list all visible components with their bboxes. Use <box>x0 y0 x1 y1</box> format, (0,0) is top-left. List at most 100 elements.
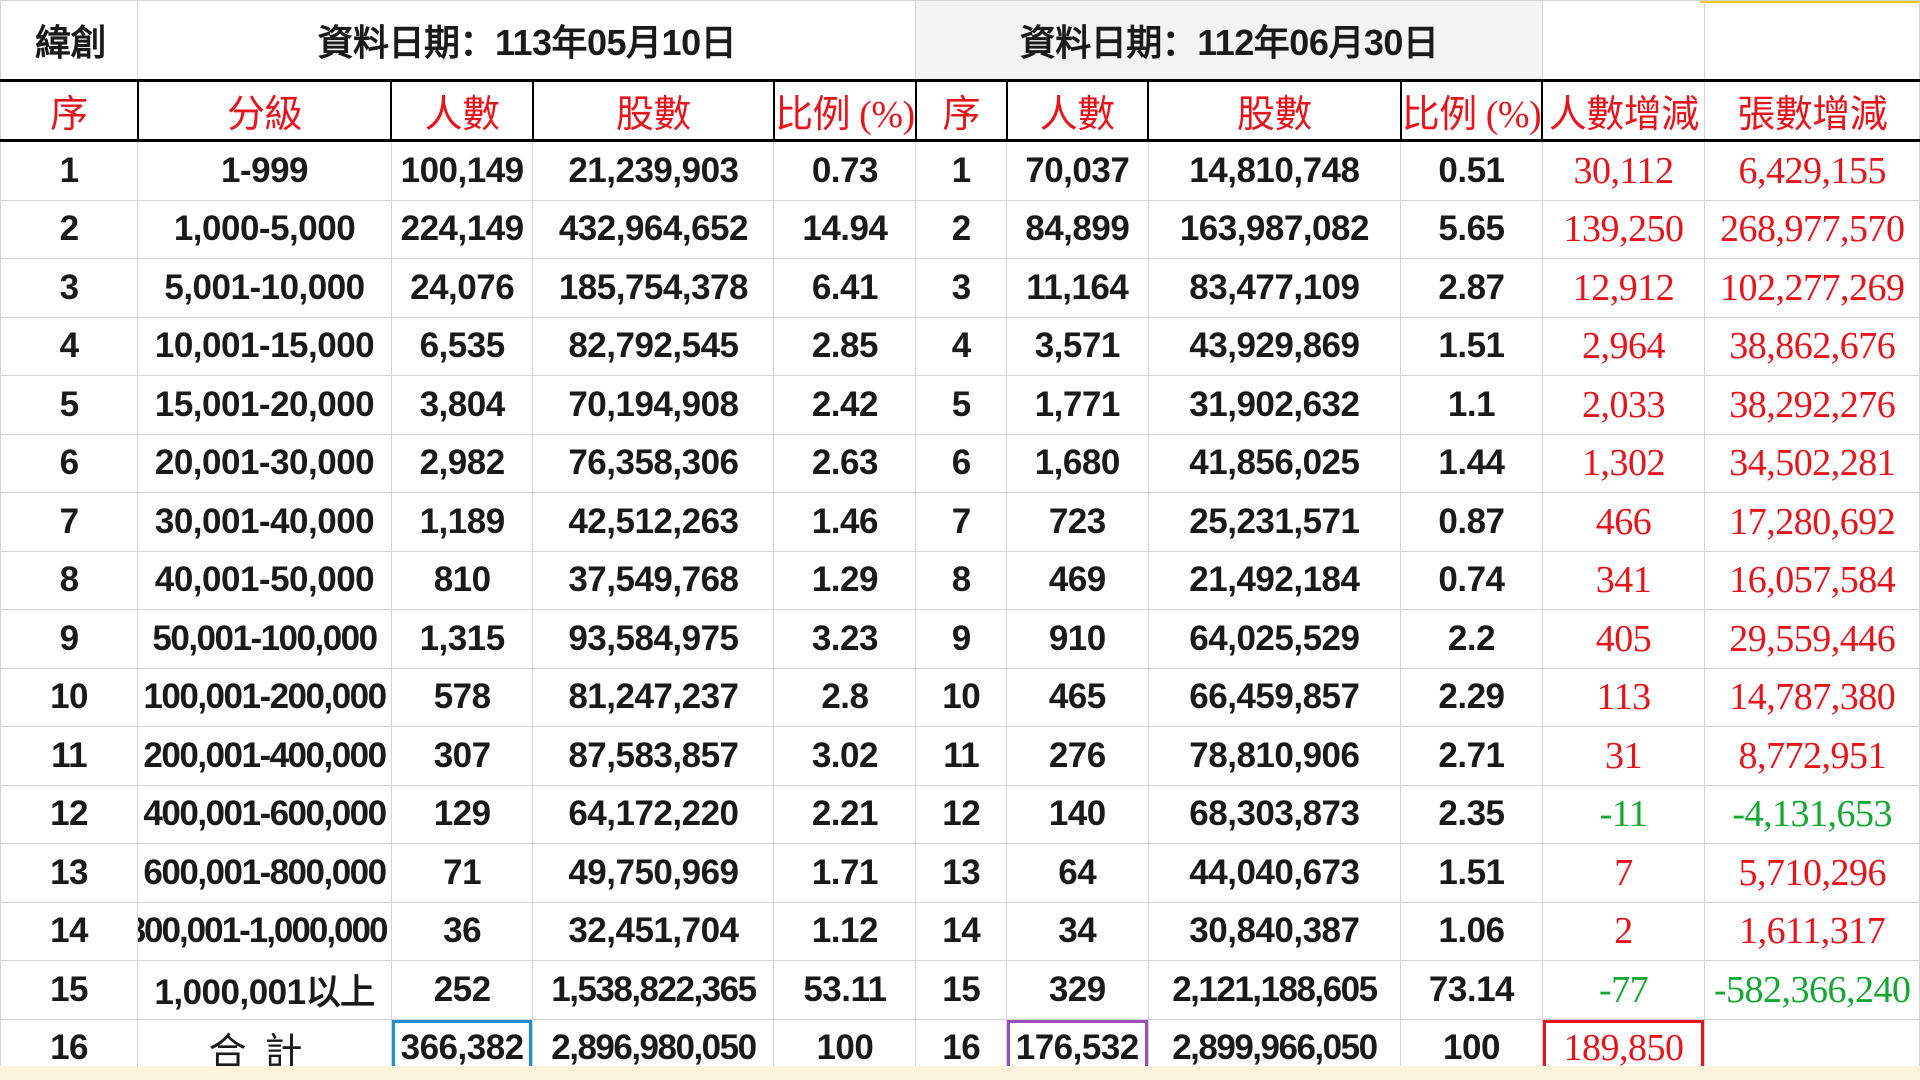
shares-previous-cell[interactable]: 25,231,571 <box>1147 492 1402 552</box>
seq-previous-cell[interactable]: 15 <box>915 960 1008 1020</box>
header-holders-change[interactable]: 人數增減 <box>1541 79 1706 142</box>
level-cell[interactable]: 10,001-15,000 <box>137 316 392 376</box>
seq-cell[interactable]: 14 <box>0 901 139 961</box>
ratio-cell[interactable]: 2.21 <box>773 784 917 844</box>
holders-change-cell[interactable]: -11 <box>1541 784 1706 844</box>
lots-change-cell[interactable]: 268,977,570 <box>1704 199 1920 259</box>
ratio-previous-cell[interactable]: 1.44 <box>1400 433 1543 493</box>
ratio-previous-cell[interactable]: 2.71 <box>1400 726 1543 786</box>
ratio-cell[interactable]: 1.71 <box>773 843 917 903</box>
seq-cell[interactable]: 1 <box>0 140 139 201</box>
holders-previous-cell[interactable]: 723 <box>1006 492 1149 552</box>
lots-change-cell[interactable]: 8,772,951 <box>1704 726 1920 786</box>
holders-change-cell[interactable]: 7 <box>1541 843 1706 903</box>
seq-previous-cell[interactable]: 5 <box>915 375 1008 435</box>
shares-cell[interactable]: 82,792,545 <box>532 316 775 376</box>
holders-previous-cell[interactable]: 329 <box>1006 960 1149 1020</box>
seq-cell[interactable]: 8 <box>0 550 139 610</box>
lots-change-cell[interactable]: 34,502,281 <box>1704 433 1920 493</box>
holders-previous-cell[interactable]: 910 <box>1006 609 1149 669</box>
date-previous-cell[interactable]: 資料日期：112年06月30日 <box>915 0 1543 81</box>
holders-cell[interactable]: 6,535 <box>390 316 534 376</box>
holders-previous-cell[interactable]: 276 <box>1006 726 1149 786</box>
lots-change-cell[interactable]: 38,862,676 <box>1704 316 1920 376</box>
level-cell[interactable]: 5,001-10,000 <box>137 258 392 318</box>
holders-cell[interactable]: 810 <box>390 550 534 610</box>
level-cell[interactable]: 40,001-50,000 <box>137 550 392 610</box>
shares-cell[interactable]: 81,247,237 <box>532 667 775 727</box>
holders-change-cell[interactable]: 30,112 <box>1541 140 1706 201</box>
holders-cell[interactable]: 252 <box>390 960 534 1020</box>
seq-cell[interactable]: 6 <box>0 433 139 493</box>
holders-change-cell[interactable]: 12,912 <box>1541 258 1706 318</box>
shares-previous-cell[interactable]: 78,810,906 <box>1147 726 1402 786</box>
holders-change-cell[interactable]: 405 <box>1541 609 1706 669</box>
holders-previous-cell[interactable]: 1,680 <box>1006 433 1149 493</box>
seq-previous-cell[interactable]: 4 <box>915 316 1008 376</box>
seq-previous-cell[interactable]: 8 <box>915 550 1008 610</box>
lots-change-cell[interactable]: -4,131,653 <box>1704 784 1920 844</box>
level-cell[interactable]: 50,001-100,000 <box>137 609 392 669</box>
seq-previous-cell[interactable]: 7 <box>915 492 1008 552</box>
holders-cell[interactable]: 3,804 <box>390 375 534 435</box>
shares-previous-cell[interactable]: 2,121,188,605 <box>1147 960 1402 1020</box>
level-cell[interactable]: 1,000,001以上 <box>137 960 392 1020</box>
holders-cell[interactable]: 1,189 <box>390 492 534 552</box>
seq-cell[interactable]: 9 <box>0 609 139 669</box>
ratio-cell[interactable]: 0.73 <box>773 140 917 201</box>
ratio-cell[interactable]: 3.23 <box>773 609 917 669</box>
header-ratio-previous[interactable]: 比例 (%) <box>1399 79 1543 142</box>
header-seq[interactable]: 序 <box>0 79 139 142</box>
holders-change-cell[interactable]: 2,964 <box>1541 316 1706 376</box>
shares-previous-cell[interactable]: 43,929,869 <box>1147 316 1402 376</box>
ratio-previous-cell[interactable]: 2.87 <box>1400 258 1543 318</box>
shares-cell[interactable]: 76,358,306 <box>532 433 775 493</box>
holders-change-cell[interactable]: 1,302 <box>1541 433 1706 493</box>
seq-previous-cell[interactable]: 9 <box>915 609 1008 669</box>
seq-previous-cell[interactable]: 3 <box>915 258 1008 318</box>
ratio-cell[interactable]: 2.8 <box>773 667 917 727</box>
holders-cell[interactable]: 71 <box>390 843 534 903</box>
seq-cell[interactable]: 11 <box>0 726 139 786</box>
ratio-previous-cell[interactable]: 0.87 <box>1400 492 1543 552</box>
holders-change-cell[interactable]: 2 <box>1541 901 1706 961</box>
level-cell[interactable]: 30,001-40,000 <box>137 492 392 552</box>
shares-cell[interactable]: 70,194,908 <box>532 375 775 435</box>
seq-cell[interactable]: 10 <box>0 667 139 727</box>
holders-cell[interactable]: 2,982 <box>390 433 534 493</box>
shares-previous-cell[interactable]: 30,840,387 <box>1147 901 1402 961</box>
header-holders-previous[interactable]: 人數 <box>1005 79 1149 142</box>
holders-previous-cell[interactable]: 469 <box>1006 550 1149 610</box>
holders-previous-cell[interactable]: 84,899 <box>1006 199 1149 259</box>
shares-previous-cell[interactable]: 64,025,529 <box>1147 609 1402 669</box>
holders-cell[interactable]: 1,315 <box>390 609 534 669</box>
seq-previous-cell[interactable]: 14 <box>915 901 1008 961</box>
ratio-previous-cell[interactable]: 1.06 <box>1400 901 1543 961</box>
shares-previous-cell[interactable]: 163,987,082 <box>1147 199 1402 259</box>
holders-previous-cell[interactable]: 140 <box>1006 784 1149 844</box>
seq-previous-cell[interactable]: 12 <box>915 784 1008 844</box>
total-holders-change-cell[interactable]: 189,850 <box>1541 1018 1706 1078</box>
holders-cell[interactable]: 36 <box>390 901 534 961</box>
seq-previous-cell[interactable]: 1 <box>915 140 1008 201</box>
shares-cell[interactable]: 432,964,652 <box>532 199 775 259</box>
seq-previous-cell[interactable]: 6 <box>915 433 1008 493</box>
ratio-previous-cell[interactable]: 1.1 <box>1400 375 1543 435</box>
ratio-cell[interactable]: 2.42 <box>773 375 917 435</box>
shares-cell[interactable]: 21,239,903 <box>532 140 775 201</box>
holders-previous-cell[interactable]: 64 <box>1006 843 1149 903</box>
header-level[interactable]: 分級 <box>136 79 392 142</box>
date-current-cell[interactable]: 資料日期：113年05月10日 <box>137 0 917 81</box>
holders-previous-cell[interactable]: 3,571 <box>1006 316 1149 376</box>
seq-cell[interactable]: 4 <box>0 316 139 376</box>
holders-cell[interactable]: 224,149 <box>390 199 534 259</box>
ratio-previous-cell[interactable]: 0.74 <box>1400 550 1543 610</box>
header-shares-previous[interactable]: 股數 <box>1147 79 1402 142</box>
seq-cell[interactable]: 7 <box>0 492 139 552</box>
shares-cell[interactable]: 93,584,975 <box>532 609 775 669</box>
header-shares[interactable]: 股數 <box>531 79 775 142</box>
holders-previous-cell[interactable]: 11,164 <box>1006 258 1149 318</box>
header-seq-previous[interactable]: 序 <box>914 79 1008 142</box>
holders-previous-cell[interactable]: 465 <box>1006 667 1149 727</box>
holders-previous-cell[interactable]: 70,037 <box>1006 140 1149 201</box>
